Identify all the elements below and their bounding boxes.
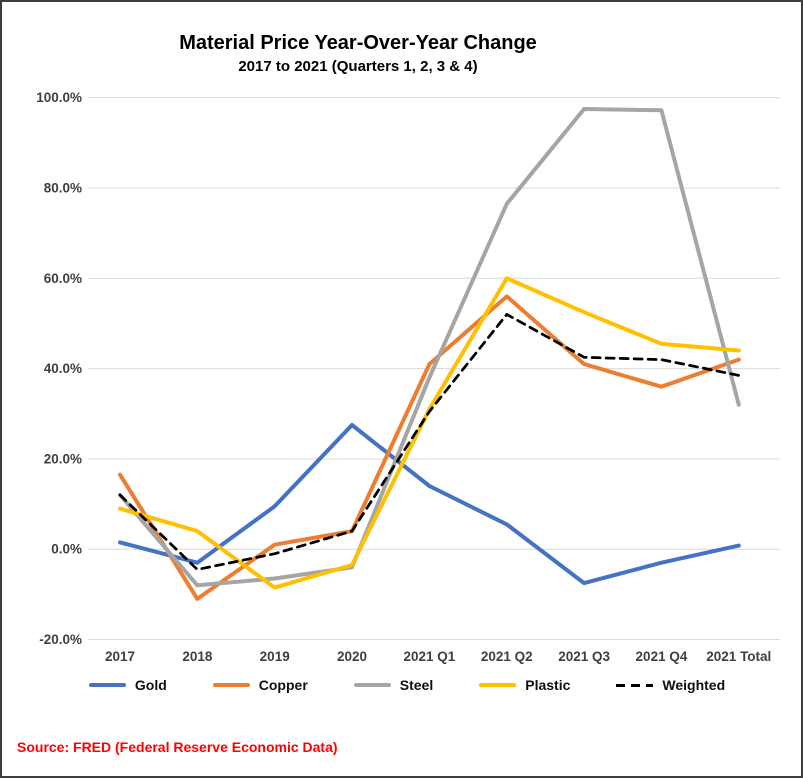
legend-swatch-weighted	[616, 683, 654, 687]
series-line-copper	[118, 294, 741, 601]
y-axis-tick-label: -20.0%	[39, 632, 82, 647]
series-line-plastic	[118, 276, 741, 590]
x-axis-label: 2020	[337, 649, 367, 664]
source-note: Source: FRED (Federal Reserve Economic D…	[17, 739, 338, 755]
legend-label: Steel	[399, 677, 434, 693]
legend-item-copper: Copper	[212, 677, 308, 693]
legend-label: Copper	[258, 677, 308, 693]
legend-item-steel: Steel	[353, 677, 434, 693]
x-axis-label: 2019	[260, 649, 290, 664]
legend-item-weighted: Weighted	[616, 677, 725, 693]
x-axis-label: 2018	[182, 649, 213, 664]
chart-subtitle: 2017 to 2021 (Quarters 1, 2, 3 & 4)	[238, 58, 478, 75]
series-line-gold	[118, 423, 741, 586]
legend-label: Gold	[134, 677, 167, 693]
series-line-steel	[118, 107, 741, 588]
x-axis-label: 2021 Total	[706, 649, 771, 664]
x-axis-label: 2021 Q3	[558, 649, 610, 664]
y-axis-tick-label: 100.0%	[36, 90, 82, 105]
y-axis-tick-label: 20.0%	[44, 451, 82, 466]
chart-title: Material Price Year-Over-Year Change	[179, 32, 537, 54]
legend-label: Weighted	[662, 677, 726, 693]
legend-label: Plastic	[525, 677, 571, 693]
legend-item-gold: Gold	[88, 677, 167, 693]
x-axis-label: 2021 Q2	[481, 649, 533, 664]
x-axis-label: 2021 Q1	[404, 649, 456, 664]
chart-legend: Gold Copper Steel Plastic Weighted	[62, 677, 752, 693]
title-block: Material Price Year-Over-Year Change 201…	[2, 32, 714, 75]
x-axis-label: 2021 Q4	[636, 649, 688, 664]
legend-swatch-copper	[212, 683, 250, 687]
y-axis-tick-label: 60.0%	[44, 271, 82, 286]
y-axis-tick-label: 0.0%	[51, 542, 82, 557]
legend-swatch-steel	[353, 683, 391, 687]
legend-swatch-plastic	[479, 683, 517, 687]
x-axis-label: 2017	[105, 649, 135, 664]
y-axis-tick-label: 40.0%	[44, 361, 82, 376]
legend-swatch-gold	[88, 683, 126, 687]
series-line-weighted	[118, 313, 741, 571]
y-axis-tick-label: 80.0%	[44, 181, 82, 196]
legend-item-plastic: Plastic	[479, 677, 570, 693]
